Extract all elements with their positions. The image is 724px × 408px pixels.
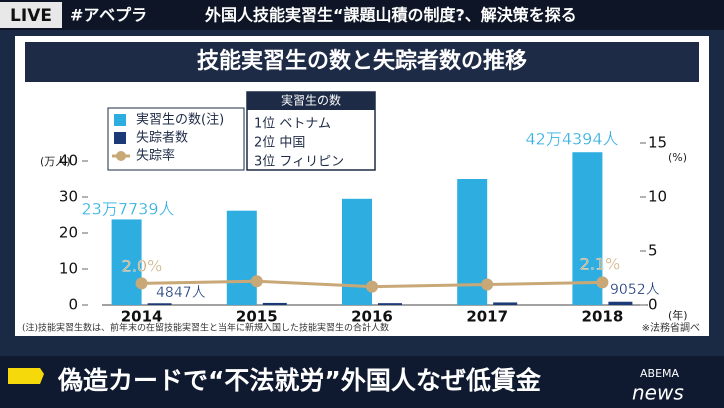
caption: 偽造カードで“不法就労”外国人なぜ低賃金	[57, 366, 542, 395]
bar	[111, 219, 142, 305]
bar	[262, 302, 287, 305]
y2-unit: (%)	[668, 151, 687, 164]
bar	[226, 210, 257, 305]
bar	[147, 303, 172, 305]
legend-swatch	[114, 114, 126, 126]
y2-tick-label: 5	[648, 242, 658, 260]
caption-bar	[0, 356, 724, 408]
y2-tick-label: 10	[648, 188, 667, 206]
x-tick-label: 2015	[236, 308, 278, 326]
legend-swatch	[114, 132, 126, 144]
value-label: 42万4394人	[525, 130, 618, 149]
hashtag: #アベプラ	[70, 6, 147, 25]
x-tick-label: 2017	[466, 308, 508, 326]
bar	[378, 303, 402, 305]
top-bar	[0, 0, 724, 30]
y2-tick-label: 15	[648, 134, 667, 152]
y-tick-label: 30	[59, 188, 78, 206]
caption-icon	[8, 368, 44, 384]
logo-sub: news	[632, 381, 684, 405]
legend-label: 失踪者数	[136, 131, 188, 146]
y-tick-label: 0	[68, 296, 78, 314]
ranking-item: 1位 ベトナム	[254, 117, 331, 132]
ranking-header	[247, 92, 375, 110]
value-label: 2.0%	[122, 257, 163, 276]
ranking-title: 実習生の数	[281, 93, 341, 108]
x-tick-label: 2016	[351, 308, 393, 326]
chart-title: 技能実習生の数と失踪者数の推移	[197, 48, 527, 74]
legend-box	[107, 107, 245, 171]
y-tick-label: 40	[59, 152, 78, 170]
value-label: 4847人	[156, 285, 206, 301]
rate-point	[135, 277, 148, 290]
ranking-item: 3位 フィリピン	[254, 155, 344, 170]
legend-label: 実習生の数(注)	[136, 112, 224, 128]
y-tick-label: 20	[59, 224, 78, 242]
bar	[493, 302, 518, 305]
title-band	[25, 42, 699, 82]
y-tick-label: 10	[59, 260, 78, 278]
ranking-item: 2位 中国	[254, 136, 305, 151]
live-badge	[0, 2, 62, 28]
value-label: 9052人	[610, 282, 660, 298]
live-text: LIVE	[10, 6, 52, 26]
bar	[608, 301, 633, 305]
y-unit: (万人)	[40, 155, 71, 168]
x-unit: (年)	[668, 308, 688, 322]
legend-swatch	[116, 151, 126, 161]
note: (注)技能実習生数は、前年末の在留技能実習生と当年に新規入国した技能実習生の合計…	[22, 322, 389, 334]
x-tick-label: 2018	[582, 308, 624, 326]
y2-tick-label: 0	[648, 296, 658, 314]
rate-point	[481, 278, 494, 291]
headline: 外国人技能実習生“課題山積の制度?、解決策を探る	[204, 6, 577, 25]
legend-label: 失踪率	[136, 148, 175, 164]
rate-point	[366, 280, 378, 293]
value-label: 23万7739人	[81, 200, 174, 219]
rate-point	[596, 276, 609, 289]
logo: ABEMA	[640, 367, 680, 380]
x-tick-label: 2014	[121, 308, 163, 326]
source: ※法務省調べ	[642, 321, 700, 334]
value-label: 2.1%	[580, 255, 621, 274]
rate-point	[250, 275, 263, 288]
